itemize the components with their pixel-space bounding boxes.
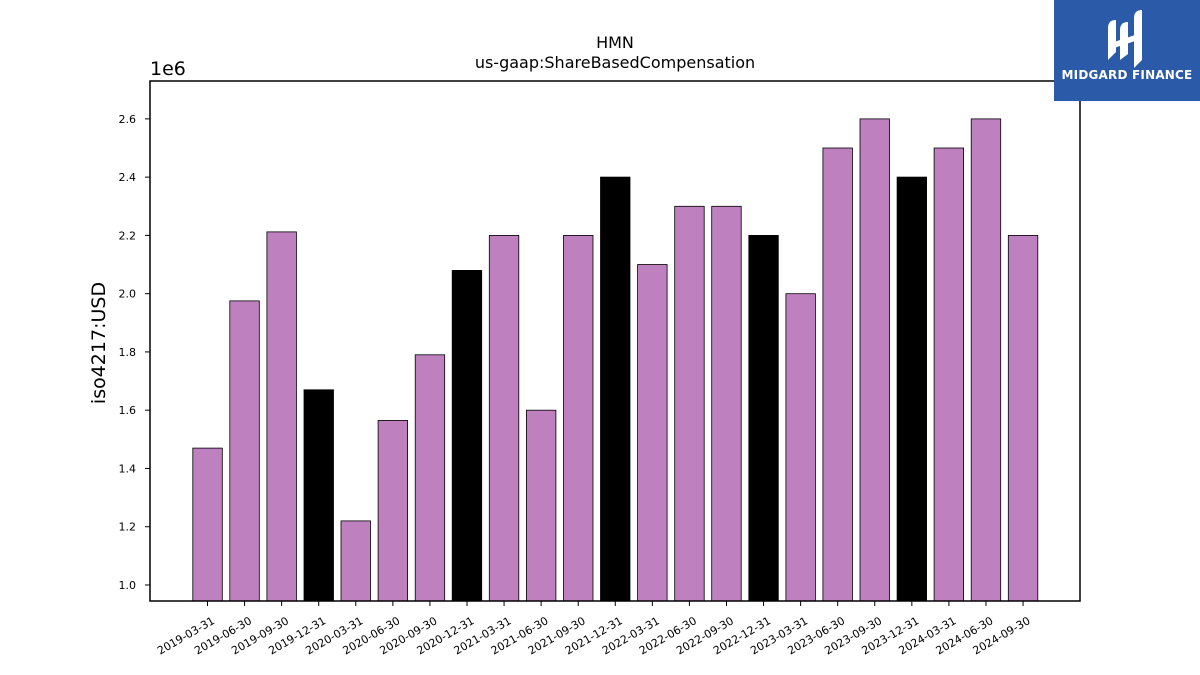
bar-2020-12-31 (451, 269, 483, 602)
brand-logo: MIDGARD FINANCE (1054, 0, 1200, 101)
bar-2021-09-30 (563, 234, 594, 602)
y-tick-label: 2.0 (119, 288, 137, 301)
y-tick-label: 2.4 (119, 171, 137, 184)
bar-2024-03-31 (933, 147, 964, 602)
y-tick-label: 1.4 (119, 462, 137, 475)
bar-2020-03-31 (340, 520, 371, 602)
bar-2021-03-31 (488, 234, 520, 602)
chart-subtitle: us-gaap:ShareBasedCompensation (475, 53, 755, 72)
bar-2021-06-30 (526, 409, 557, 602)
bar-2020-09-30 (414, 354, 446, 602)
bar-2019-03-31 (192, 447, 223, 602)
y-tick-label: 1.0 (119, 579, 137, 592)
bar-2022-09-30 (711, 205, 742, 602)
bar-2023-09-30 (859, 118, 890, 602)
y-offset-label: 1e6 (150, 58, 186, 80)
y-tick-label: 2.6 (119, 113, 137, 126)
x-ticks: 2019-03-312019-06-302019-09-302019-12-31… (155, 601, 1033, 657)
y-tick-label: 2.2 (119, 229, 137, 242)
y-ticks: 1.0 1.2 1.4 1.6 1.8 2.0 2.2 2.4 2.6 (119, 113, 150, 592)
y-tick-label: 1.8 (119, 346, 137, 359)
bar-2024-06-30 (970, 118, 1002, 602)
bar-2020-06-30 (377, 419, 409, 602)
brand-mark-icon (1108, 10, 1142, 68)
bar-2023-12-31 (896, 176, 927, 602)
y-tick-label: 1.2 (119, 521, 137, 534)
bars-group (192, 118, 1039, 602)
plot-frame (149, 80, 1081, 602)
bar-2023-03-31 (785, 293, 816, 602)
bar-2022-06-30 (674, 205, 705, 602)
bar-2019-09-30 (266, 231, 297, 602)
brand-name: MIDGARD FINANCE (1061, 68, 1193, 82)
y-axis-label: iso4217:USD (88, 282, 110, 404)
bar-2023-06-30 (822, 147, 853, 602)
bar-2024-09-30 (1007, 234, 1039, 602)
bar-2022-03-31 (637, 264, 668, 602)
y-tick-label: 1.6 (119, 404, 137, 417)
bar-2019-12-31 (303, 389, 334, 602)
bar-2021-12-31 (600, 176, 631, 602)
chart-title: HMN (596, 33, 634, 52)
bar-2022-12-31 (748, 234, 779, 602)
bar-2019-06-30 (229, 300, 260, 602)
